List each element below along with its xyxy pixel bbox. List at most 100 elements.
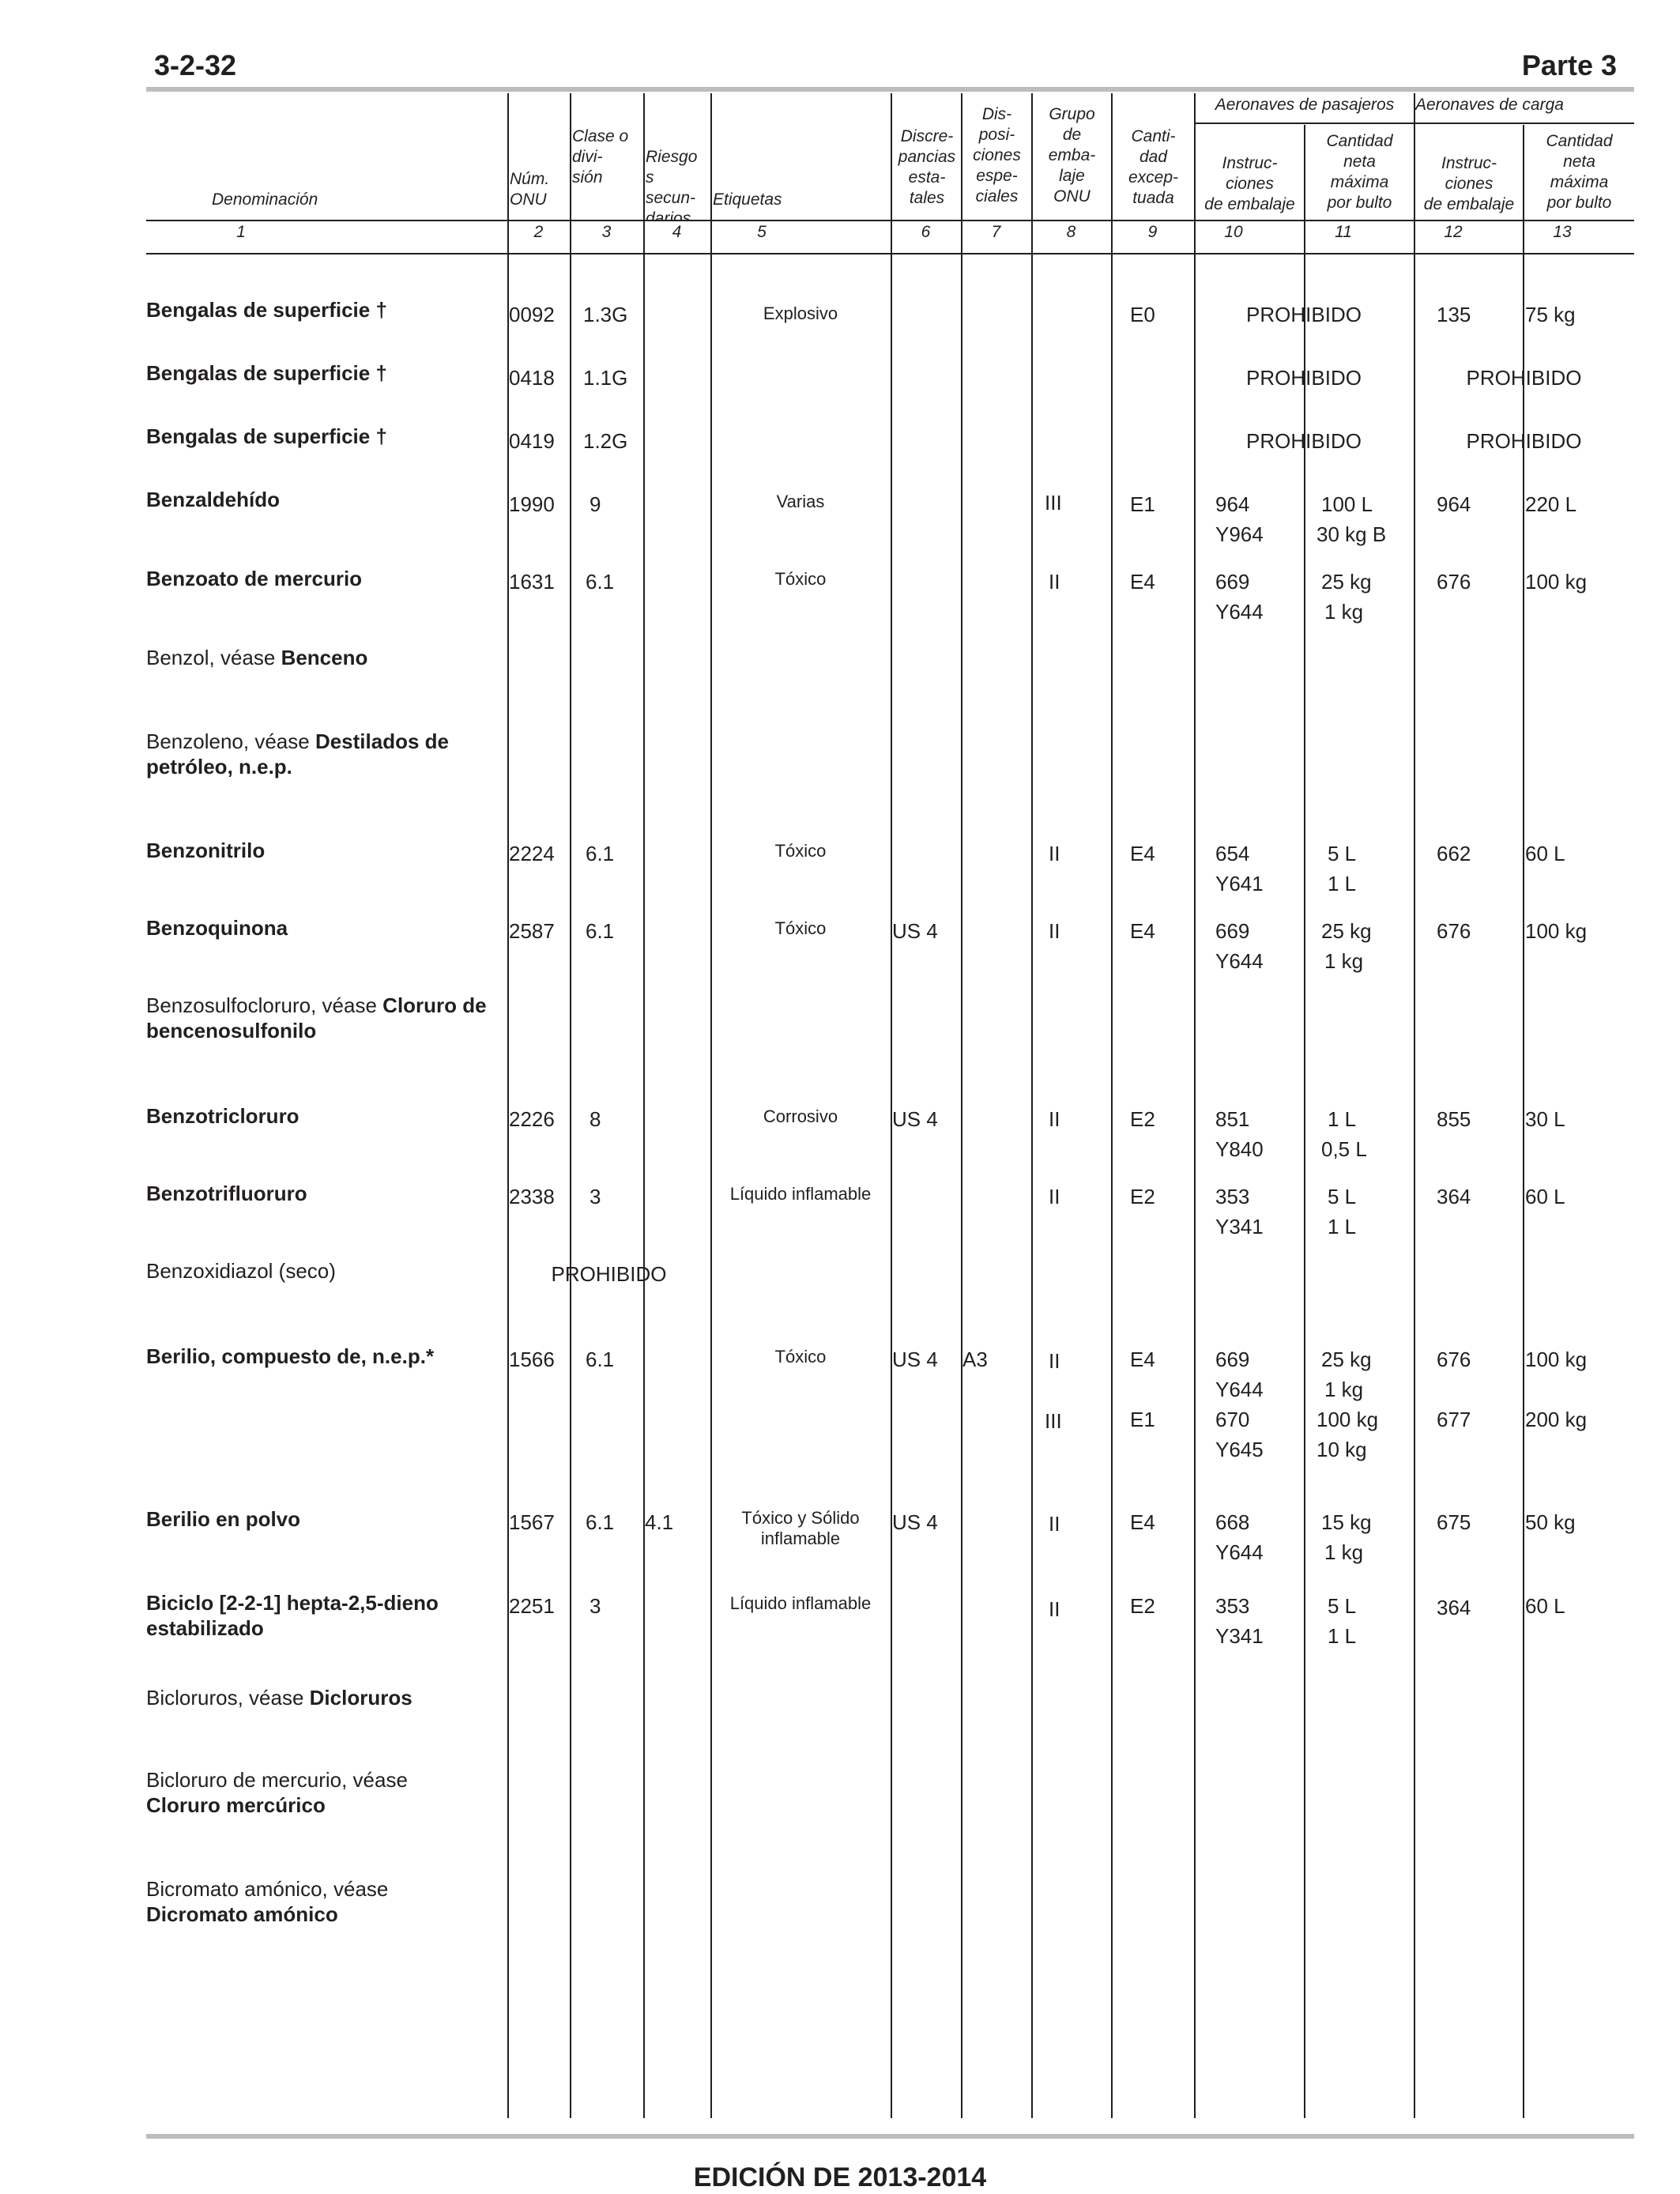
cargo-quantity: 30 L bbox=[1525, 1107, 1565, 1131]
col-aeronaves-carga: Aeronaves de carga bbox=[1415, 96, 1564, 114]
packing-group: III bbox=[1045, 1409, 1062, 1433]
passenger-quantity-limited: 1 L bbox=[1328, 1215, 1357, 1238]
un-number: 1567 bbox=[509, 1510, 555, 1534]
packing-group: II bbox=[1049, 1512, 1060, 1536]
entry-name: Benzoato de mercurio bbox=[146, 567, 363, 590]
passenger-quantity: 25 kg bbox=[1321, 1348, 1372, 1371]
col-aeronaves-pasajeros: Aeronaves de pasajeros bbox=[1215, 96, 1395, 114]
passenger-instruction-limited: Y644 bbox=[1215, 949, 1264, 973]
un-number: 1631 bbox=[509, 570, 555, 594]
cargo-instruction: 364 bbox=[1437, 1596, 1471, 1619]
prohibited-passenger: PROHIBIDO bbox=[1246, 303, 1362, 326]
passenger-instruction-limited: Y644 bbox=[1215, 1540, 1264, 1564]
col-cantidad-pasajeros: Cantidad neta máxima por bulto bbox=[1326, 132, 1393, 212]
label: Líquido inflamable bbox=[729, 1184, 872, 1204]
excepted-quantity: E0 bbox=[1130, 303, 1155, 326]
passenger-instruction-limited: Y641 bbox=[1215, 872, 1264, 895]
col-instrucciones-carga: Instruc-ciones de embalaje bbox=[1423, 154, 1515, 213]
col-riesgos: Riesgo s secun-darios bbox=[646, 148, 698, 220]
passenger-quantity: 1 L bbox=[1328, 1107, 1357, 1131]
passenger-instruction: 851 bbox=[1215, 1107, 1250, 1131]
passenger-instruction-limited: Y840 bbox=[1215, 1137, 1264, 1161]
passenger-instruction: 669 bbox=[1215, 919, 1250, 943]
passenger-quantity-limited: 0,5 L bbox=[1321, 1137, 1367, 1161]
cargo-instruction: 677 bbox=[1437, 1408, 1471, 1431]
label: Varias bbox=[776, 492, 825, 511]
passenger-instruction-limited: Y964 bbox=[1215, 522, 1264, 546]
cargo-quantity: 100 kg bbox=[1525, 1348, 1588, 1371]
cargo-quantity: 60 L bbox=[1525, 1185, 1565, 1208]
cargo-quantity: 220 L bbox=[1525, 492, 1577, 516]
col-num-onu: Núm. ONU bbox=[510, 170, 550, 209]
entry-name: Benzonitrilo bbox=[146, 839, 266, 862]
entry-name: Benzoleno, véase Destilados de petróleo,… bbox=[146, 729, 449, 778]
un-number: 0092 bbox=[509, 303, 555, 326]
excepted-quantity: E2 bbox=[1130, 1594, 1155, 1618]
passenger-quantity: 5 L bbox=[1328, 842, 1357, 865]
un-number: 2226 bbox=[509, 1107, 555, 1131]
entry-name: Bengalas de superficie † bbox=[146, 361, 387, 385]
entry-name: Berilio en polvo bbox=[146, 1507, 301, 1531]
cargo-quantity: 60 L bbox=[1525, 842, 1565, 865]
un-number: 2224 bbox=[509, 842, 555, 865]
cargo-instruction: 676 bbox=[1437, 919, 1471, 943]
excepted-quantity: E2 bbox=[1130, 1107, 1155, 1131]
entry-name: Biciclo [2-2-1] hepta-2,5-dieno estabili… bbox=[146, 1591, 439, 1640]
cargo-quantity: 75 kg bbox=[1525, 303, 1576, 326]
class-division: 8 bbox=[590, 1107, 601, 1131]
entry-name: Benzol, véase Benceno bbox=[146, 646, 368, 669]
excepted-quantity: E1 bbox=[1130, 1408, 1155, 1431]
entry-name: Benzoxidiazol (seco) bbox=[146, 1259, 336, 1283]
passenger-quantity-limited: 1 kg bbox=[1324, 949, 1364, 973]
cargo-instruction: 676 bbox=[1437, 1348, 1471, 1371]
packing-group: II bbox=[1049, 919, 1060, 943]
label: Tóxico y Sólido inflamable bbox=[741, 1508, 860, 1548]
excepted-quantity: E4 bbox=[1130, 570, 1155, 594]
cargo-quantity: 100 kg bbox=[1525, 570, 1588, 594]
passenger-instruction: 964 bbox=[1215, 492, 1250, 516]
state-variation: US 4 bbox=[892, 1107, 938, 1131]
entry-name: Benzaldehído bbox=[146, 488, 281, 511]
col-number: 6 bbox=[921, 223, 931, 241]
prohibited-cargo: PROHIBIDO bbox=[1466, 429, 1582, 453]
cargo-quantity: 60 L bbox=[1525, 1594, 1565, 1618]
packing-group: III bbox=[1045, 491, 1062, 515]
cargo-quantity: 200 kg bbox=[1525, 1408, 1588, 1431]
cargo-instruction: 964 bbox=[1437, 492, 1471, 516]
un-number: 2587 bbox=[509, 919, 555, 943]
label: Tóxico bbox=[774, 569, 827, 589]
col-grupo: Grupo de emba-laje ONU bbox=[1048, 105, 1096, 205]
un-number: 2251 bbox=[509, 1594, 555, 1618]
col-number: 4 bbox=[672, 223, 682, 241]
class-division: 6.1 bbox=[586, 1348, 615, 1371]
state-variation: US 4 bbox=[892, 919, 938, 943]
passenger-quantity-limited: 1 L bbox=[1328, 1624, 1357, 1648]
passenger-quantity-limited: 1 kg bbox=[1324, 600, 1364, 624]
prohibited-passenger: PROHIBIDO bbox=[1246, 366, 1362, 390]
col-number: 12 bbox=[1444, 223, 1463, 241]
entry-name: Benzotricloruro bbox=[146, 1104, 299, 1128]
page-number: 3-2-32 bbox=[154, 49, 237, 81]
col-disposiciones: Dis-posi-ciones espe-ciales bbox=[973, 105, 1021, 205]
label: Tóxico bbox=[774, 1347, 827, 1367]
entry-name: Bicromato amónico, véase Dicromato amóni… bbox=[146, 1877, 389, 1926]
passenger-quantity: 5 L bbox=[1328, 1594, 1357, 1618]
packing-group: II bbox=[1049, 1597, 1060, 1621]
passenger-instruction-limited: Y341 bbox=[1215, 1624, 1264, 1648]
passenger-quantity: 25 kg bbox=[1321, 919, 1372, 943]
passenger-instruction: 669 bbox=[1215, 570, 1250, 594]
col-instrucciones-pasajeros: Instruc-ciones de embalaje bbox=[1204, 154, 1295, 213]
passenger-instruction-limited: Y645 bbox=[1215, 1438, 1264, 1461]
entry-name: Bengalas de superficie † bbox=[146, 298, 387, 322]
class-division: 3 bbox=[590, 1185, 601, 1208]
entry-name: Berilio, compuesto de, n.e.p.* bbox=[146, 1344, 435, 1368]
passenger-quantity-limited: 1 kg bbox=[1324, 1378, 1364, 1401]
col-number: 5 bbox=[757, 223, 767, 241]
passenger-instruction-limited: Y644 bbox=[1215, 600, 1264, 624]
cargo-quantity: 100 kg bbox=[1525, 919, 1588, 943]
excepted-quantity: E4 bbox=[1130, 1510, 1155, 1534]
part-title: Parte 3 bbox=[1521, 49, 1617, 81]
cargo-instruction: 676 bbox=[1437, 570, 1471, 594]
label: Tóxico bbox=[774, 841, 827, 861]
packing-group: II bbox=[1049, 842, 1060, 865]
